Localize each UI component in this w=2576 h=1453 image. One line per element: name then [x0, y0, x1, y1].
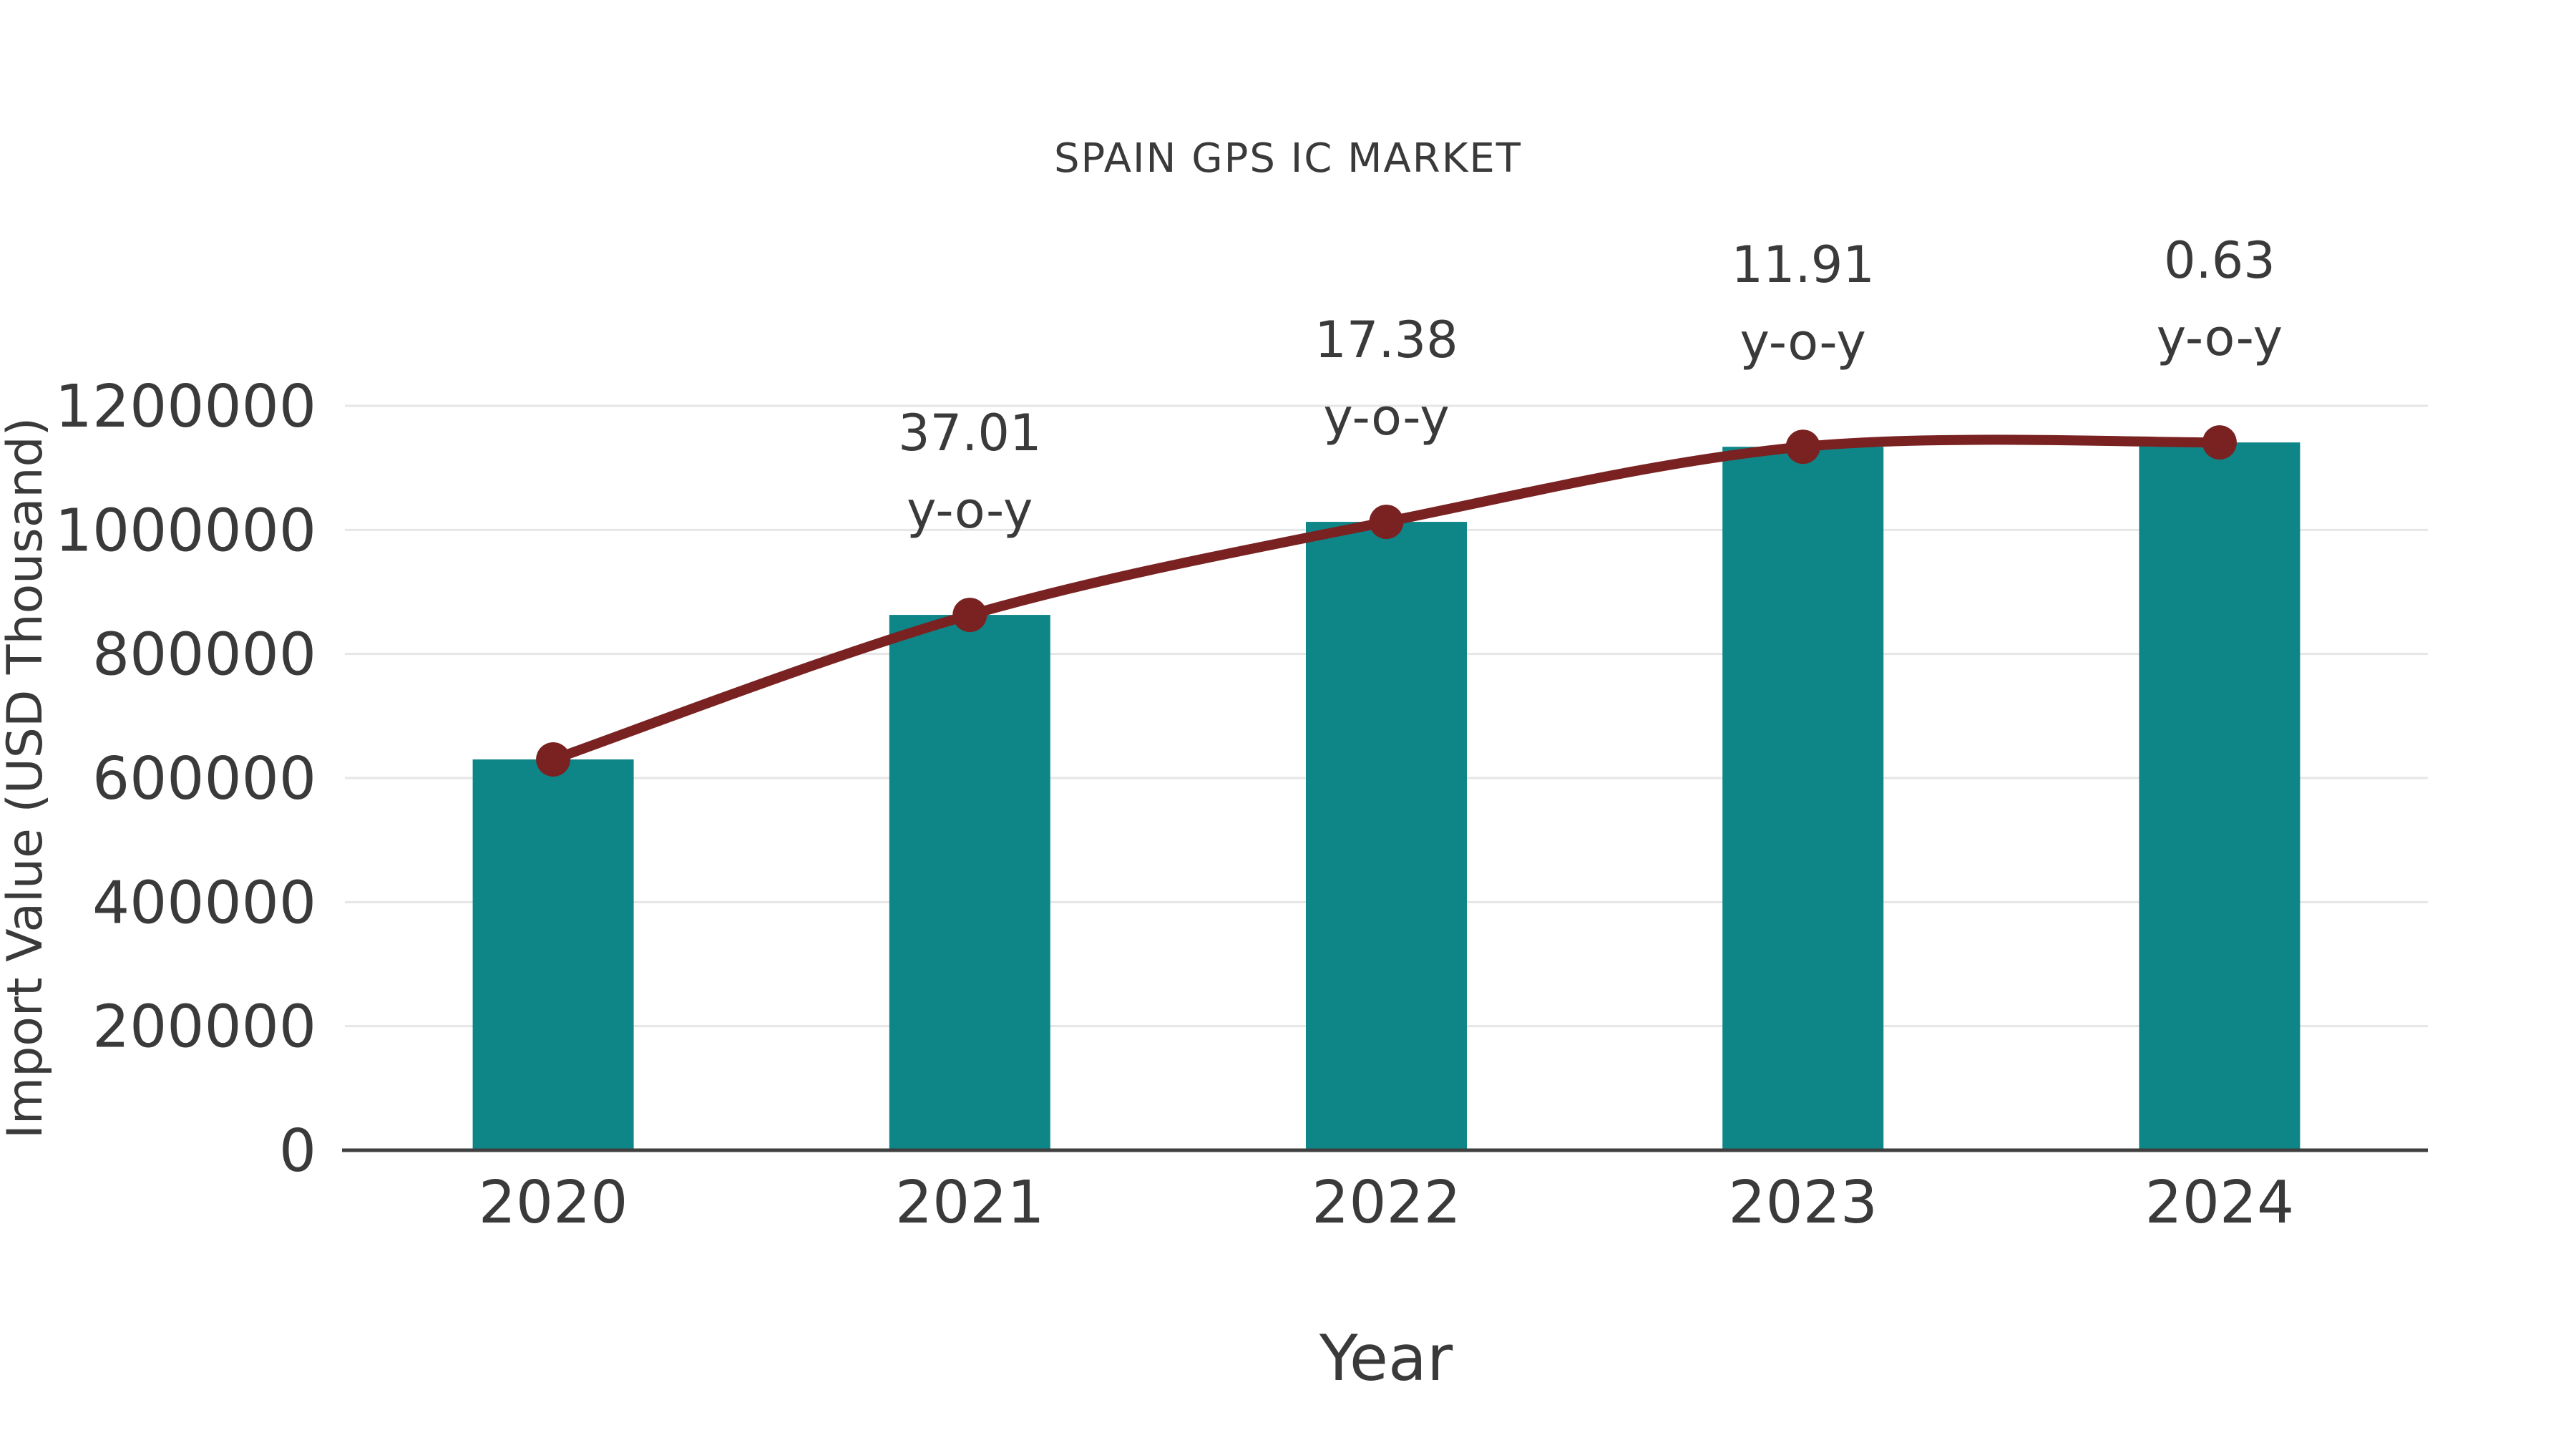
- y-tick-label: 800000: [92, 621, 316, 689]
- trend-marker-2024: [2202, 425, 2237, 460]
- y-tick-label: 600000: [92, 745, 316, 813]
- yoy-label-2024: y-o-y: [2157, 308, 2283, 367]
- bars: [472, 442, 2301, 1150]
- yoy-label-2023: y-o-y: [1740, 313, 1866, 371]
- yoy-value-2021: 37.01: [898, 404, 1041, 462]
- trend-marker-2021: [952, 598, 987, 633]
- bar-2022: [1306, 522, 1467, 1150]
- yoy-value-2023: 11.91: [1731, 235, 1874, 294]
- x-axis-title: Year: [1319, 1321, 1453, 1395]
- trend-marker-2022: [1369, 505, 1404, 540]
- y-axis-title: Import Value (USD Thousand): [0, 417, 54, 1139]
- y-tick-label: 200000: [92, 993, 316, 1061]
- bar-2021: [889, 615, 1050, 1150]
- y-tick-label: 1000000: [55, 497, 316, 565]
- yoy-annotations: 37.01 y-o-y 17.38 y-o-y 11.91 y-o-y 0.63 y-o-y: [898, 231, 2283, 540]
- bar-2020: [472, 759, 634, 1150]
- x-tick-label-2023: 2023: [1728, 1169, 1878, 1237]
- bar-2023: [1722, 447, 1884, 1150]
- x-tick-label-2021: 2021: [895, 1169, 1045, 1237]
- yoy-label-2021: y-o-y: [907, 481, 1033, 540]
- x-tick-label-2020: 2020: [479, 1169, 628, 1237]
- x-tick-label-2024: 2024: [2145, 1169, 2295, 1237]
- trend-marker-2020: [536, 742, 571, 777]
- trend-marker-2023: [1785, 429, 1820, 465]
- y-tick-label: 0: [279, 1117, 316, 1185]
- x-axis-tick-labels: 2020 2021 2022 2023 2024: [479, 1169, 2294, 1237]
- x-tick-label-2022: 2022: [1312, 1169, 1461, 1237]
- bar-2024: [2139, 442, 2301, 1150]
- chart-title: SPAIN GPS IC MARKET: [1054, 135, 1522, 182]
- trend-line-layer: [536, 425, 2237, 777]
- yoy-value-2022: 17.38: [1314, 311, 1458, 369]
- y-tick-label: 400000: [92, 869, 316, 937]
- yoy-label-2022: y-o-y: [1323, 388, 1449, 447]
- y-tick-label: 1200000: [55, 373, 316, 441]
- y-axis-tick-labels: 0 200000 400000 600000 800000 1000000 1200000: [55, 373, 316, 1185]
- yoy-value-2024: 0.63: [2164, 231, 2275, 290]
